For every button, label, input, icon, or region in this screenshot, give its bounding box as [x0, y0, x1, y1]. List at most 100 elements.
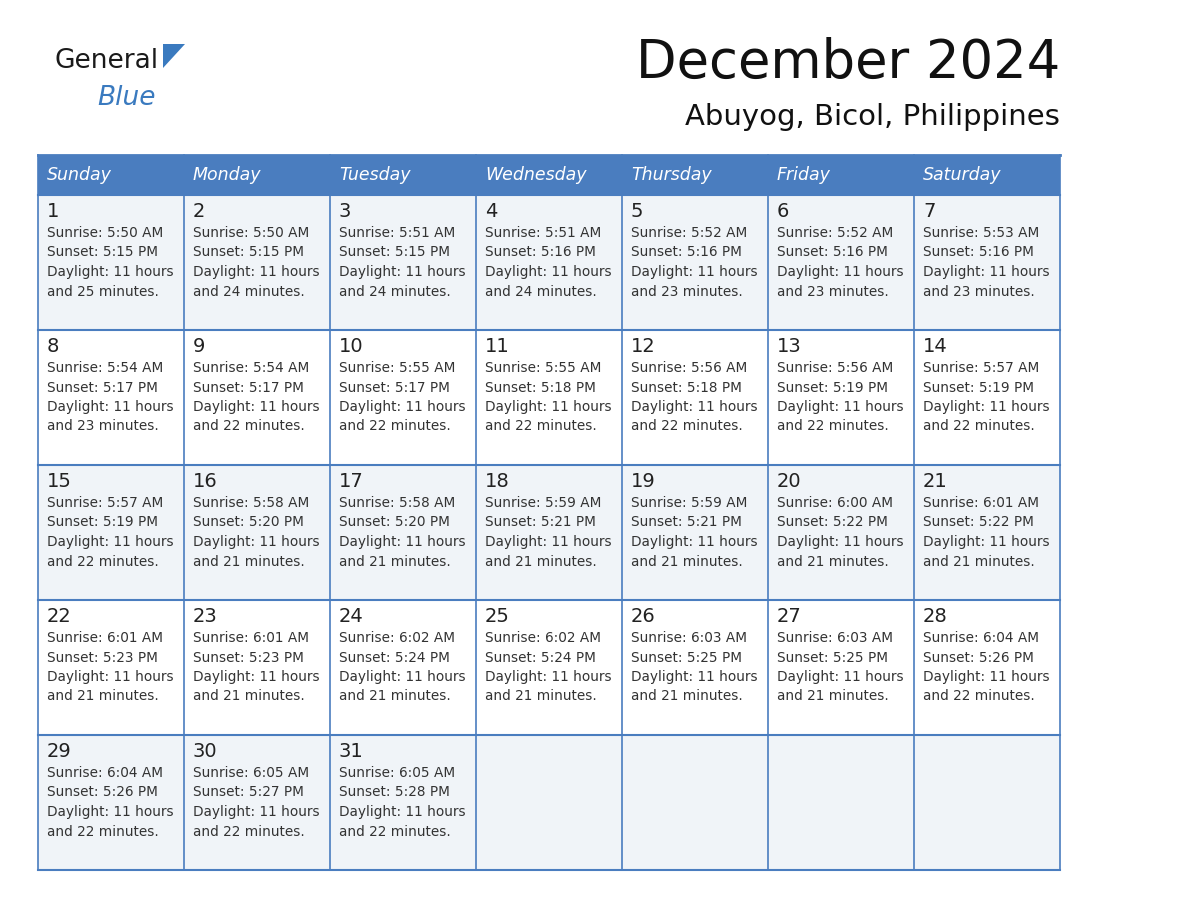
Text: and 22 minutes.: and 22 minutes. [777, 420, 889, 433]
Text: Sunrise: 5:57 AM: Sunrise: 5:57 AM [48, 496, 163, 510]
Text: Sunset: 5:24 PM: Sunset: 5:24 PM [339, 651, 450, 665]
Text: December 2024: December 2024 [636, 37, 1060, 89]
Text: and 23 minutes.: and 23 minutes. [48, 420, 159, 433]
Text: Daylight: 11 hours: Daylight: 11 hours [777, 265, 904, 279]
Text: Sunset: 5:25 PM: Sunset: 5:25 PM [777, 651, 887, 665]
Text: 5: 5 [631, 202, 644, 221]
Text: and 21 minutes.: and 21 minutes. [631, 554, 742, 568]
Bar [623, 195, 767, 330]
Text: 4: 4 [485, 202, 498, 221]
Bar [914, 155, 1060, 195]
Text: 2: 2 [192, 202, 206, 221]
Text: Sunset: 5:16 PM: Sunset: 5:16 PM [485, 245, 596, 260]
Bar [330, 195, 476, 330]
Text: Sunrise: 6:01 AM: Sunrise: 6:01 AM [923, 496, 1040, 510]
Text: Daylight: 11 hours: Daylight: 11 hours [48, 265, 173, 279]
Text: and 22 minutes.: and 22 minutes. [192, 824, 305, 838]
Text: Sunset: 5:22 PM: Sunset: 5:22 PM [923, 516, 1034, 530]
Text: and 21 minutes.: and 21 minutes. [48, 689, 159, 703]
Text: and 21 minutes.: and 21 minutes. [339, 689, 450, 703]
Text: 11: 11 [485, 337, 510, 356]
Text: and 23 minutes.: and 23 minutes. [923, 285, 1035, 298]
Text: Sunset: 5:17 PM: Sunset: 5:17 PM [192, 380, 304, 395]
Text: Daylight: 11 hours: Daylight: 11 hours [48, 805, 173, 819]
Text: Sunset: 5:23 PM: Sunset: 5:23 PM [192, 651, 304, 665]
Text: and 22 minutes.: and 22 minutes. [631, 420, 742, 433]
Text: 9: 9 [192, 337, 206, 356]
Text: Sunset: 5:15 PM: Sunset: 5:15 PM [339, 245, 450, 260]
Text: Sunset: 5:20 PM: Sunset: 5:20 PM [339, 516, 450, 530]
Text: Sunrise: 6:01 AM: Sunrise: 6:01 AM [48, 631, 163, 645]
Text: 24: 24 [339, 607, 364, 626]
Bar [914, 465, 1060, 600]
Text: Sunrise: 5:54 AM: Sunrise: 5:54 AM [48, 361, 163, 375]
Bar [476, 600, 623, 735]
Text: 19: 19 [631, 472, 656, 491]
Bar [330, 735, 476, 870]
Text: Sunrise: 6:02 AM: Sunrise: 6:02 AM [485, 631, 601, 645]
Text: and 22 minutes.: and 22 minutes. [192, 420, 305, 433]
Text: 18: 18 [485, 472, 510, 491]
Text: Wednesday: Wednesday [485, 166, 587, 184]
Bar [330, 465, 476, 600]
Text: 21: 21 [923, 472, 948, 491]
Bar [767, 465, 914, 600]
Text: Daylight: 11 hours: Daylight: 11 hours [777, 400, 904, 414]
Text: Daylight: 11 hours: Daylight: 11 hours [48, 670, 173, 684]
Text: 28: 28 [923, 607, 948, 626]
Bar [767, 600, 914, 735]
Text: and 24 minutes.: and 24 minutes. [485, 285, 596, 298]
Text: 25: 25 [485, 607, 510, 626]
Bar [38, 735, 184, 870]
Text: and 21 minutes.: and 21 minutes. [339, 554, 450, 568]
Text: 20: 20 [777, 472, 802, 491]
Text: Sunset: 5:26 PM: Sunset: 5:26 PM [48, 786, 158, 800]
Text: Sunset: 5:22 PM: Sunset: 5:22 PM [777, 516, 887, 530]
Text: and 21 minutes.: and 21 minutes. [192, 689, 305, 703]
Text: Sunset: 5:24 PM: Sunset: 5:24 PM [485, 651, 596, 665]
Text: Monday: Monday [192, 166, 261, 184]
Bar [623, 155, 767, 195]
Text: 26: 26 [631, 607, 656, 626]
Text: 1: 1 [48, 202, 59, 221]
Text: Sunrise: 6:05 AM: Sunrise: 6:05 AM [192, 766, 309, 780]
Text: Daylight: 11 hours: Daylight: 11 hours [923, 670, 1050, 684]
Text: and 22 minutes.: and 22 minutes. [923, 689, 1035, 703]
Text: 16: 16 [192, 472, 217, 491]
Text: Daylight: 11 hours: Daylight: 11 hours [485, 535, 612, 549]
Text: Sunset: 5:27 PM: Sunset: 5:27 PM [192, 786, 304, 800]
Bar [914, 330, 1060, 465]
Text: and 22 minutes.: and 22 minutes. [48, 554, 159, 568]
Text: Sunrise: 5:53 AM: Sunrise: 5:53 AM [923, 226, 1040, 240]
Text: Daylight: 11 hours: Daylight: 11 hours [923, 535, 1050, 549]
Bar [623, 735, 767, 870]
Text: Sunrise: 6:00 AM: Sunrise: 6:00 AM [777, 496, 893, 510]
Text: Daylight: 11 hours: Daylight: 11 hours [631, 535, 758, 549]
Text: Sunrise: 6:04 AM: Sunrise: 6:04 AM [48, 766, 163, 780]
Text: Sunset: 5:21 PM: Sunset: 5:21 PM [631, 516, 741, 530]
Text: 8: 8 [48, 337, 59, 356]
Text: Daylight: 11 hours: Daylight: 11 hours [339, 400, 466, 414]
Bar [623, 465, 767, 600]
Text: Sunrise: 5:57 AM: Sunrise: 5:57 AM [923, 361, 1040, 375]
Bar [476, 155, 623, 195]
Text: Sunrise: 5:51 AM: Sunrise: 5:51 AM [339, 226, 455, 240]
Text: Sunset: 5:25 PM: Sunset: 5:25 PM [631, 651, 742, 665]
Text: Friday: Friday [777, 166, 830, 184]
Bar [476, 735, 623, 870]
Text: Sunrise: 5:51 AM: Sunrise: 5:51 AM [485, 226, 601, 240]
Text: Sunset: 5:23 PM: Sunset: 5:23 PM [48, 651, 158, 665]
Text: Daylight: 11 hours: Daylight: 11 hours [48, 535, 173, 549]
Text: Sunday: Sunday [48, 166, 112, 184]
Bar [184, 465, 330, 600]
Text: General: General [55, 48, 159, 74]
Bar [476, 195, 623, 330]
Text: Sunrise: 5:54 AM: Sunrise: 5:54 AM [192, 361, 309, 375]
Text: and 24 minutes.: and 24 minutes. [339, 285, 450, 298]
Text: Sunset: 5:28 PM: Sunset: 5:28 PM [339, 786, 450, 800]
Text: and 21 minutes.: and 21 minutes. [485, 689, 596, 703]
Bar [767, 195, 914, 330]
Text: 12: 12 [631, 337, 656, 356]
Text: 27: 27 [777, 607, 802, 626]
Bar [38, 465, 184, 600]
